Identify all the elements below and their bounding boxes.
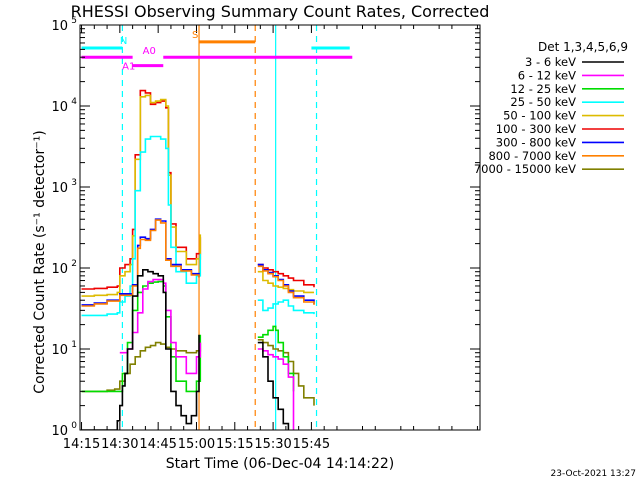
x-axis-label: Start Time (06-Dec-04 14:14:22): [166, 456, 394, 472]
y-tick-exponent-2: 2: [71, 259, 77, 269]
y-tick-label-3: 10: [51, 181, 68, 196]
legend-label-0: 3 - 6 keV: [525, 55, 576, 69]
y-tick-exponent-5: 5: [71, 16, 77, 26]
series-line-6: [81, 218, 315, 306]
flag-label-s: S: [192, 30, 198, 41]
series-line-3: [81, 135, 315, 317]
y-tick-exponent-1: 1: [71, 340, 77, 350]
y-tick-exponent-3: 3: [71, 178, 77, 188]
chart-title: RHESSI Observing Summary Count Rates, Co…: [71, 2, 490, 21]
x-tick-label-0: 14:15: [63, 437, 100, 452]
x-tick-label-6: 15:45: [293, 437, 330, 452]
series-line-7: [81, 219, 315, 307]
y-tick-exponent-0: 0: [71, 421, 77, 431]
flag-label-a1: A1: [122, 62, 135, 73]
x-tick-label-2: 14:45: [139, 437, 176, 452]
legend-label-7: 800 - 7000 keV: [488, 149, 576, 163]
flag-label-n: N: [120, 36, 127, 47]
legend-label-2: 12 - 25 keV: [510, 82, 576, 96]
series-line-4: [81, 94, 314, 297]
x-tick-label-1: 14:30: [101, 437, 138, 452]
legend-title: Det 1,3,4,5,6,9: [538, 40, 628, 54]
plot-frame: [79, 24, 481, 431]
legend-label-4: 50 - 100 keV: [503, 109, 576, 123]
series-line-0: [81, 269, 290, 430]
y-tick-label-4: 10: [51, 100, 68, 115]
series-line-1: [119, 278, 295, 430]
legend-label-5: 100 - 300 keV: [496, 122, 576, 136]
y-tick-exponent-4: 4: [71, 97, 77, 107]
y-tick-label-1: 10: [51, 343, 68, 358]
series-line-2: [81, 280, 295, 393]
x-tick-label-3: 15:00: [178, 437, 215, 452]
x-tick-label-5: 15:30: [254, 437, 291, 452]
y-tick-label-0: 10: [51, 424, 68, 439]
footer-timestamp: 23-Oct-2021 13:27: [551, 469, 636, 479]
x-tick-label-4: 15:15: [216, 437, 253, 452]
y-tick-label-5: 10: [51, 19, 68, 34]
y-tick-label-2: 10: [51, 262, 68, 277]
legend-label-6: 300 - 800 keV: [496, 135, 576, 149]
y-axis-label: Corrected Count Rate (s⁻¹ detector⁻¹): [32, 130, 48, 393]
flag-label-a0: A0: [143, 46, 156, 57]
legend-label-8: 7000 - 15000 keV: [474, 162, 576, 176]
data-layer: [81, 25, 353, 430]
legend-label-3: 25 - 50 keV: [510, 95, 576, 109]
legend-label-1: 6 - 12 keV: [518, 68, 576, 82]
series-line-8: [81, 339, 315, 406]
